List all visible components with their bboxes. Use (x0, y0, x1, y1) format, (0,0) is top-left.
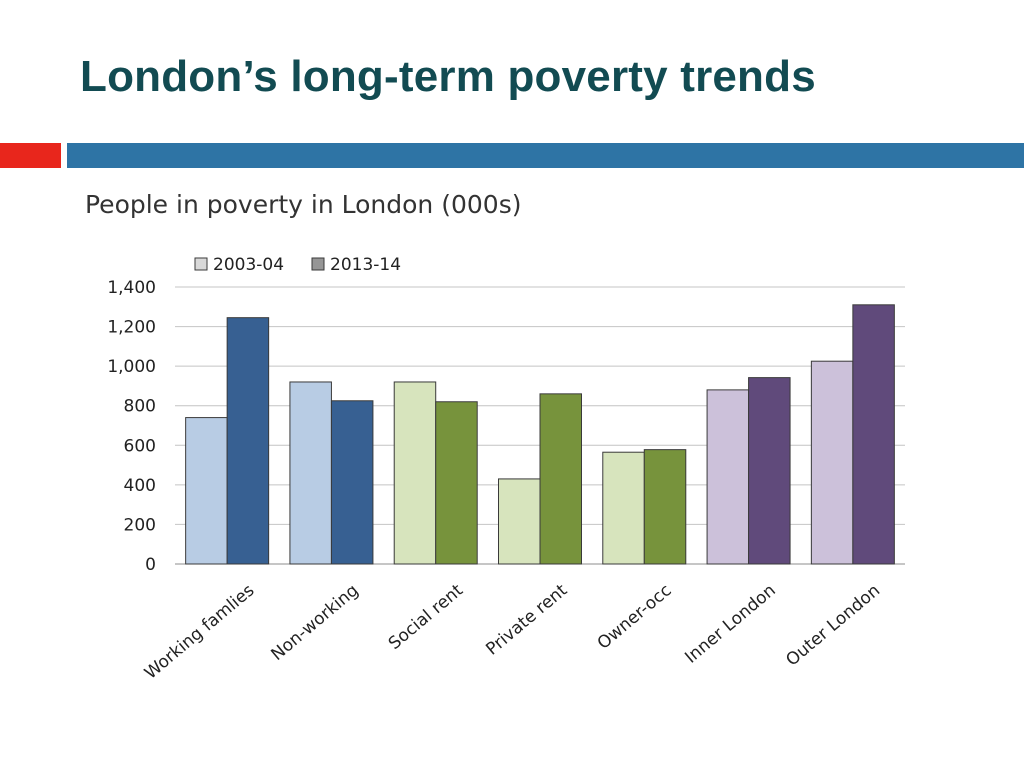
y-tick-label: 1,000 (107, 357, 156, 377)
legend-label: 2013-14 (330, 255, 401, 275)
y-tick-label: 800 (124, 397, 156, 417)
x-tick-label: Private rent (482, 580, 571, 659)
y-tick-label: 1,400 (107, 278, 156, 298)
chart-subtitle: People in poverty in London (000s) (85, 190, 522, 219)
bar-series-2 (852, 304, 895, 565)
bar-series-1 (185, 417, 228, 565)
y-tick-label: 1,200 (107, 318, 156, 338)
bar-series-2 (330, 400, 374, 565)
bar-series-1 (810, 360, 854, 565)
y-tick-label: 0 (145, 555, 156, 575)
accent-bar-blue (67, 143, 1024, 168)
x-tick-label: Non-working (267, 581, 362, 665)
x-tick-label: Outer London (782, 581, 884, 671)
bar-series-2 (643, 449, 687, 565)
x-tick-label: Working famlies (141, 580, 259, 683)
bar-series-1 (393, 381, 437, 565)
y-tick-label: 600 (124, 436, 156, 456)
bar-series-2 (226, 317, 270, 565)
bar-series-2 (748, 377, 791, 565)
bar-series-2 (539, 393, 582, 565)
legend-swatch (194, 257, 208, 271)
legend-label: 2003-04 (213, 255, 284, 275)
y-tick-label: 400 (124, 476, 156, 496)
x-tick-label: Owner-occ (594, 581, 676, 654)
x-tick-label: Inner London (681, 581, 779, 668)
accent-bar-red (0, 143, 61, 168)
slide-title: London’s long-term poverty trends (80, 52, 816, 101)
x-tick-label: Social rent (385, 580, 467, 654)
y-tick-label: 200 (124, 515, 156, 535)
legend-swatch (311, 257, 325, 271)
bar-series-1 (498, 478, 541, 565)
bar-series-1 (706, 389, 750, 565)
bar-series-1 (289, 381, 332, 565)
bar-series-2 (435, 401, 478, 565)
bar-series-1 (602, 451, 645, 565)
